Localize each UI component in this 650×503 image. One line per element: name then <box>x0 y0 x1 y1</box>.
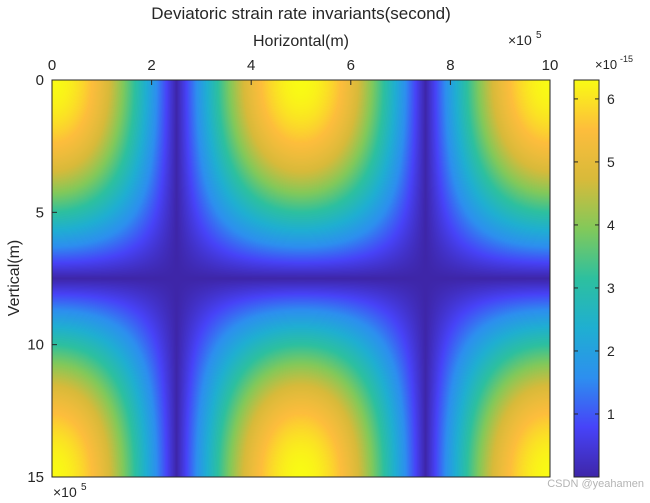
y-axis-exponent: ×10 5 <box>53 482 87 500</box>
y-axis-label: Vertical(m) <box>6 240 23 316</box>
colorbar-tick-label: 6 <box>607 91 615 107</box>
watermark-text: CSDN @yeahamen <box>547 478 644 490</box>
y-tick-label: 10 <box>27 337 44 354</box>
y-exponent-base: ×10 <box>53 484 77 500</box>
colorbar-ticks: 1 2 3 4 5 6 <box>574 91 615 422</box>
colorbar-tick-label: 3 <box>607 280 615 296</box>
colorbar-exponent-power: -15 <box>620 54 633 64</box>
colorbar-tick-label: 4 <box>607 217 615 233</box>
heatmap-canvas <box>52 80 550 477</box>
plot-frame <box>51 79 551 478</box>
x-axis-exponent: ×10 5 <box>508 30 542 48</box>
y-exponent-power: 5 <box>81 482 87 493</box>
y-axis-ticks: 0 5 10 15 <box>27 72 57 486</box>
x-tick-label: 10 <box>542 57 559 74</box>
x-exponent-base: ×10 <box>508 32 532 48</box>
y-tick-label: 5 <box>36 204 44 221</box>
colorbar-tick-label: 5 <box>607 154 615 170</box>
x-axis-label: Horizontal(m) <box>253 33 349 50</box>
colorbar-tick-label: 2 <box>607 343 615 359</box>
x-tick-label: 6 <box>347 57 355 74</box>
colorbar-exponent: ×10 -15 <box>595 54 633 72</box>
x-tick-label: 4 <box>247 57 255 74</box>
chart-title: Deviatoric strain rate invariants(second… <box>151 4 451 23</box>
y-tick-label: 0 <box>36 72 44 89</box>
heatmap-plot <box>52 80 550 477</box>
x-axis-ticks: 0 2 4 6 8 10 <box>48 57 559 85</box>
x-tick-label: 2 <box>147 57 155 74</box>
x-exponent-power: 5 <box>536 30 542 41</box>
colorbar-frame <box>573 79 600 478</box>
colorbar <box>574 80 599 477</box>
colorbar-exponent-base: ×10 <box>595 57 617 72</box>
y-tick-label: 15 <box>27 469 44 486</box>
colorbar-tick-label: 1 <box>607 406 615 422</box>
x-tick-label: 8 <box>446 57 454 74</box>
x-tick-label: 0 <box>48 57 56 74</box>
